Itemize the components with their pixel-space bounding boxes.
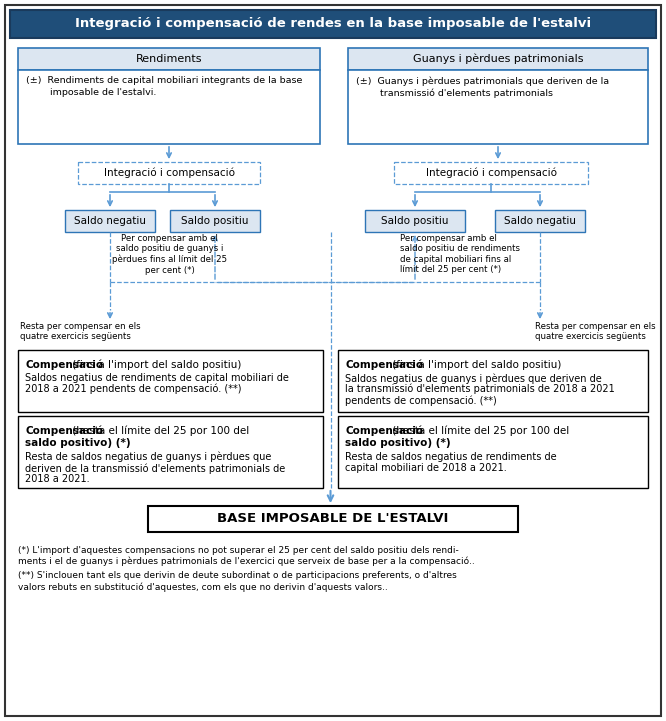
Text: Integració i compensació de rendes en la base imposable de l'estalvi: Integració i compensació de rendes en la… <box>75 17 591 30</box>
Bar <box>365 210 465 232</box>
Text: Compensació: Compensació <box>25 426 103 436</box>
Bar <box>170 210 260 232</box>
Text: Rendiments: Rendiments <box>136 54 202 64</box>
Text: la transmissió d'elements patrimonials de 2018 a 2021: la transmissió d'elements patrimonials d… <box>345 384 615 394</box>
Text: Guanys i pèrdues patrimonials: Guanys i pèrdues patrimonials <box>413 54 583 64</box>
Text: capital mobiliari de 2018 a 2021.: capital mobiliari de 2018 a 2021. <box>345 463 507 473</box>
Text: Resta per compensar en els
quatre exercicis següents: Resta per compensar en els quatre exerci… <box>535 322 655 342</box>
Text: Resta per compensar en els
quatre exercicis següents: Resta per compensar en els quatre exerci… <box>20 322 141 342</box>
Bar <box>348 48 648 70</box>
Text: Compensació: Compensació <box>25 360 103 371</box>
Text: ments i el de guanys i pèrdues patrimonials de l'exercici que serveix de base pe: ments i el de guanys i pèrdues patrimoni… <box>18 557 475 567</box>
Bar <box>394 162 588 184</box>
Bar <box>338 416 648 488</box>
Bar <box>78 162 260 184</box>
Text: BASE IMPOSABLE DE L'ESTALVI: BASE IMPOSABLE DE L'ESTALVI <box>217 513 449 526</box>
Text: Per compensar amb el
saldo positiu de rendiments
de capital mobiliari fins al
lí: Per compensar amb el saldo positiu de re… <box>400 234 520 274</box>
Text: (fins a l'import del saldo positiu): (fins a l'import del saldo positiu) <box>69 360 241 370</box>
Text: Resta de saldos negatius de rendiments de: Resta de saldos negatius de rendiments d… <box>345 452 557 462</box>
Text: Resta de saldos negatius de guanys i pèrdues que: Resta de saldos negatius de guanys i pèr… <box>25 452 271 462</box>
Text: Compensació: Compensació <box>345 426 423 436</box>
Text: Saldo positiu: Saldo positiu <box>181 216 248 226</box>
Text: deriven de la transmissió d'elements patrimonials de: deriven de la transmissió d'elements pat… <box>25 463 285 474</box>
Text: (hasta el límite del 25 por 100 del: (hasta el límite del 25 por 100 del <box>389 426 569 436</box>
Text: 2018 a 2021.: 2018 a 2021. <box>25 474 90 484</box>
Bar <box>65 210 155 232</box>
Text: (fins a l'import del saldo positiu): (fins a l'import del saldo positiu) <box>389 360 561 370</box>
Bar <box>18 416 323 488</box>
Text: Saldos negatius de guanys i pèrdues que deriven de: Saldos negatius de guanys i pèrdues que … <box>345 373 602 384</box>
Bar <box>18 350 323 412</box>
Bar <box>348 70 648 144</box>
Text: (hasta el límite del 25 por 100 del: (hasta el límite del 25 por 100 del <box>69 426 249 436</box>
Text: Integració i compensació: Integració i compensació <box>426 168 557 178</box>
Text: (±)  Rendiments de capital mobiliari integrants de la base: (±) Rendiments de capital mobiliari inte… <box>26 76 302 85</box>
Bar <box>18 48 320 70</box>
Text: imposable de l'estalvi.: imposable de l'estalvi. <box>26 88 157 97</box>
Text: saldo positivo) (*): saldo positivo) (*) <box>25 438 131 448</box>
Bar <box>18 70 320 144</box>
Text: (*) L'import d'aquestes compensacions no pot superar el 25 per cent del saldo po: (*) L'import d'aquestes compensacions no… <box>18 546 459 555</box>
Text: Integració i compensació: Integració i compensació <box>103 168 234 178</box>
Bar <box>148 506 518 532</box>
Text: Saldo negatiu: Saldo negatiu <box>74 216 146 226</box>
Text: (**) S'inclouen tant els que derivin de deute subordinat o de participacions pre: (**) S'inclouen tant els que derivin de … <box>18 571 457 580</box>
Text: Compensació: Compensació <box>345 360 423 371</box>
Text: saldo positivo) (*): saldo positivo) (*) <box>345 438 451 448</box>
Text: Saldos negatius de rendiments de capital mobiliari de: Saldos negatius de rendiments de capital… <box>25 373 289 383</box>
Bar <box>338 350 648 412</box>
Bar <box>495 210 585 232</box>
Text: transmissió d'elements patrimonials: transmissió d'elements patrimonials <box>356 88 553 97</box>
Text: Saldo negatiu: Saldo negatiu <box>504 216 576 226</box>
Bar <box>10 10 656 38</box>
Text: (±)  Guanys i pèrdues patrimonials que deriven de la: (±) Guanys i pèrdues patrimonials que de… <box>356 76 609 86</box>
Text: Per compensar amb el
saldo positiu de guanys i
pèrdues fins al límit del 25
per : Per compensar amb el saldo positiu de gu… <box>112 234 227 275</box>
Text: Saldo positiu: Saldo positiu <box>381 216 449 226</box>
Text: pendents de compensació. (**): pendents de compensació. (**) <box>345 395 497 405</box>
Text: valors rebuts en substitució d'aquestes, com els que no derivin d'aquests valors: valors rebuts en substitució d'aquestes,… <box>18 582 388 591</box>
Text: 2018 a 2021 pendents de compensació. (**): 2018 a 2021 pendents de compensació. (**… <box>25 384 242 394</box>
